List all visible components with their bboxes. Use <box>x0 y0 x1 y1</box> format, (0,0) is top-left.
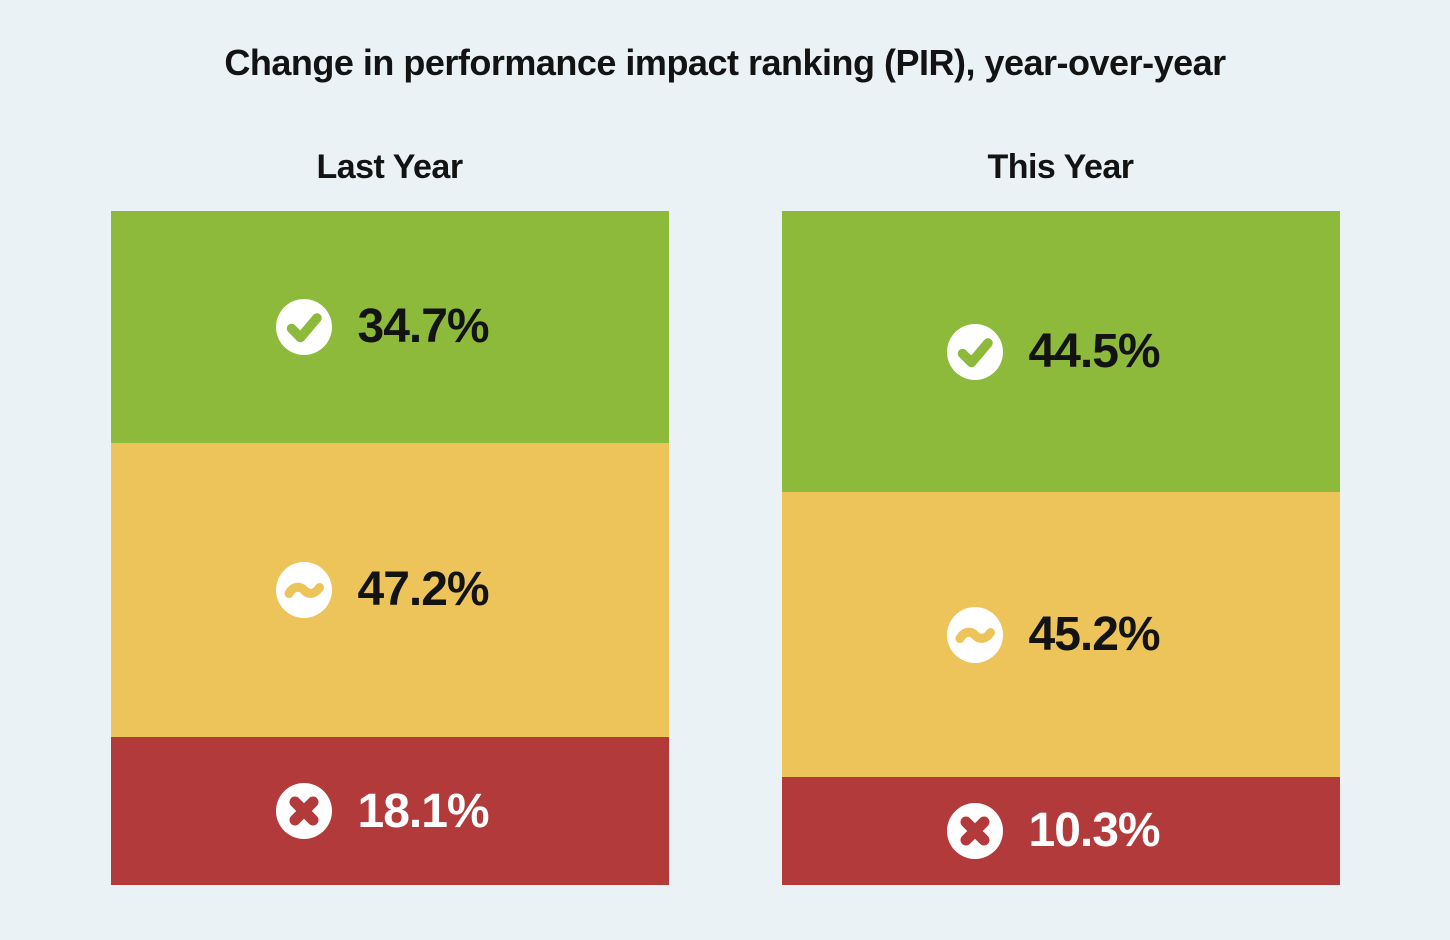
segment-percent-label: 47.2% <box>357 563 490 617</box>
segment-neutral: 45.2% <box>781 492 1340 777</box>
bar-column-last-year: Last Year 34.7% 47.2% <box>110 148 669 885</box>
segment-neutral: 47.2% <box>110 442 669 738</box>
pir-stacked-bar-chart: Last Year 34.7% 47.2% <box>0 148 1450 886</box>
page-title: Change in performance impact ranking (PI… <box>224 42 1226 83</box>
segment-positive: 34.7% <box>110 211 669 443</box>
segment-negative: 18.1% <box>110 737 669 885</box>
bar-column-this-year: This Year 44.5% 45.2% <box>781 148 1340 886</box>
column-header-this-year: This Year <box>987 148 1134 186</box>
wave-icon <box>946 606 1003 663</box>
segment-positive: 44.5% <box>781 211 1340 493</box>
column-header-last-year: Last Year <box>316 148 463 186</box>
segment-percent-label: 44.5% <box>1028 325 1161 379</box>
segment-percent-label: 18.1% <box>357 784 490 838</box>
stacked-bar-last-year: 34.7% 47.2% 18.1% <box>110 211 669 885</box>
segment-negative: 10.3% <box>781 776 1340 886</box>
check-icon <box>946 323 1003 380</box>
x-icon <box>275 783 332 840</box>
segment-percent-label: 34.7% <box>357 300 490 354</box>
segment-percent-label: 45.2% <box>1028 608 1161 662</box>
segment-percent-label: 10.3% <box>1028 804 1161 858</box>
stacked-bar-this-year: 44.5% 45.2% 10.3% <box>781 211 1340 886</box>
check-icon <box>275 298 332 355</box>
x-icon <box>946 802 1003 859</box>
wave-icon <box>275 561 332 618</box>
